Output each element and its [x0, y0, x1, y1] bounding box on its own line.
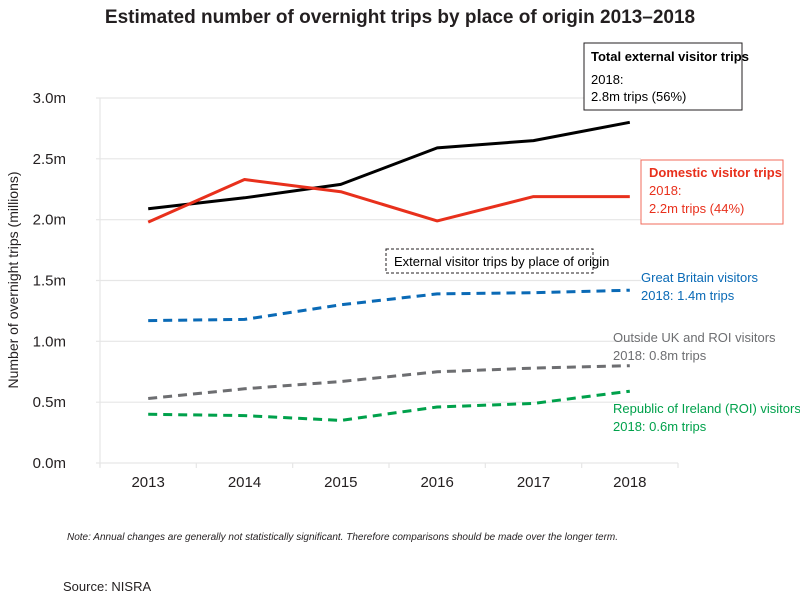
- series-line-republic-of-ireland-roi-visitors: [148, 389, 630, 422]
- x-tick-label: 2013: [131, 474, 164, 491]
- annotation-roi: Republic of Ireland (ROI) visitors 2018:…: [613, 401, 800, 434]
- series-line-total-external-visitor-trips: [148, 120, 631, 211]
- gridlines: [96, 97, 641, 467]
- annotation-outside-line1: Outside UK and ROI visitors: [613, 330, 776, 345]
- y-tick-label: 1.5m: [33, 273, 66, 290]
- annotation-external-group: External visitor trips by place of origi…: [385, 248, 609, 274]
- annotation-roi-line1: Republic of Ireland (ROI) visitors: [613, 401, 800, 416]
- y-tick-label: 2.5m: [33, 151, 66, 168]
- annotation-outside: Outside UK and ROI visitors 2018: 0.8m t…: [613, 330, 776, 363]
- annotation-total: Total external visitor trips 2018: 2.8m …: [583, 42, 749, 111]
- y-tick-label: 0.5m: [33, 394, 66, 411]
- annotation-external-group-box: [385, 248, 594, 274]
- annotation-total-title: Total external visitor trips: [591, 49, 749, 64]
- annotation-outside-line2: 2018: 0.8m trips: [613, 348, 707, 363]
- series-lines: [147, 120, 631, 422]
- y-tick-label: 1.0m: [33, 333, 66, 350]
- annotation-domestic-title: Domestic visitor trips: [649, 165, 782, 180]
- x-tick-label: 2015: [324, 474, 357, 491]
- footnote: Note: Annual changes are generally not s…: [67, 532, 618, 543]
- annotation-total-box: [583, 42, 743, 111]
- annotation-domestic-line1: 2018:: [649, 183, 682, 198]
- x-tick-label: 2016: [420, 474, 453, 491]
- x-axis: 2013 2014 2015 2016 2017 2018: [96, 462, 679, 491]
- y-tick-label: 2.0m: [33, 212, 66, 229]
- annotation-total-line2: 2.8m trips (56%): [591, 89, 686, 104]
- annotation-gb: Great Britain visitors 2018: 1.4m trips: [641, 270, 759, 303]
- annotation-total-line1: 2018:: [591, 72, 624, 87]
- y-tick-labels: 0.0m 0.5m 1.0m 1.5m 2.0m 2.5m 3.0m: [33, 90, 66, 472]
- series-line-great-britain-visitors: [148, 288, 630, 323]
- annotation-domestic: Domestic visitor trips 2018: 2.2m trips …: [640, 159, 784, 225]
- x-tick-label: 2017: [517, 474, 550, 491]
- x-tick-label: 2014: [228, 474, 261, 491]
- source: Source: NISRA: [63, 579, 151, 594]
- annotation-external-group-text: External visitor trips by place of origi…: [394, 254, 609, 269]
- chart-title: Estimated number of overnight trips by p…: [105, 7, 695, 28]
- x-tick-label: 2018: [613, 474, 646, 491]
- y-tick-label: 3.0m: [33, 90, 66, 107]
- series-line-domestic-visitor-trips: [147, 178, 630, 224]
- annotation-gb-line2: 2018: 1.4m trips: [641, 288, 735, 303]
- annotation-domestic-line2: 2.2m trips (44%): [649, 201, 744, 216]
- y-axis-label: Number of overnight trips (millions): [5, 171, 21, 388]
- y-tick-label: 0.0m: [33, 455, 66, 472]
- annotation-domestic-box: [640, 159, 784, 225]
- annotation-gb-line1: Great Britain visitors: [641, 270, 759, 285]
- annotation-roi-line2: 2018: 0.6m trips: [613, 419, 707, 434]
- series-line-outside-uk-and-roi-visitors: [148, 364, 630, 400]
